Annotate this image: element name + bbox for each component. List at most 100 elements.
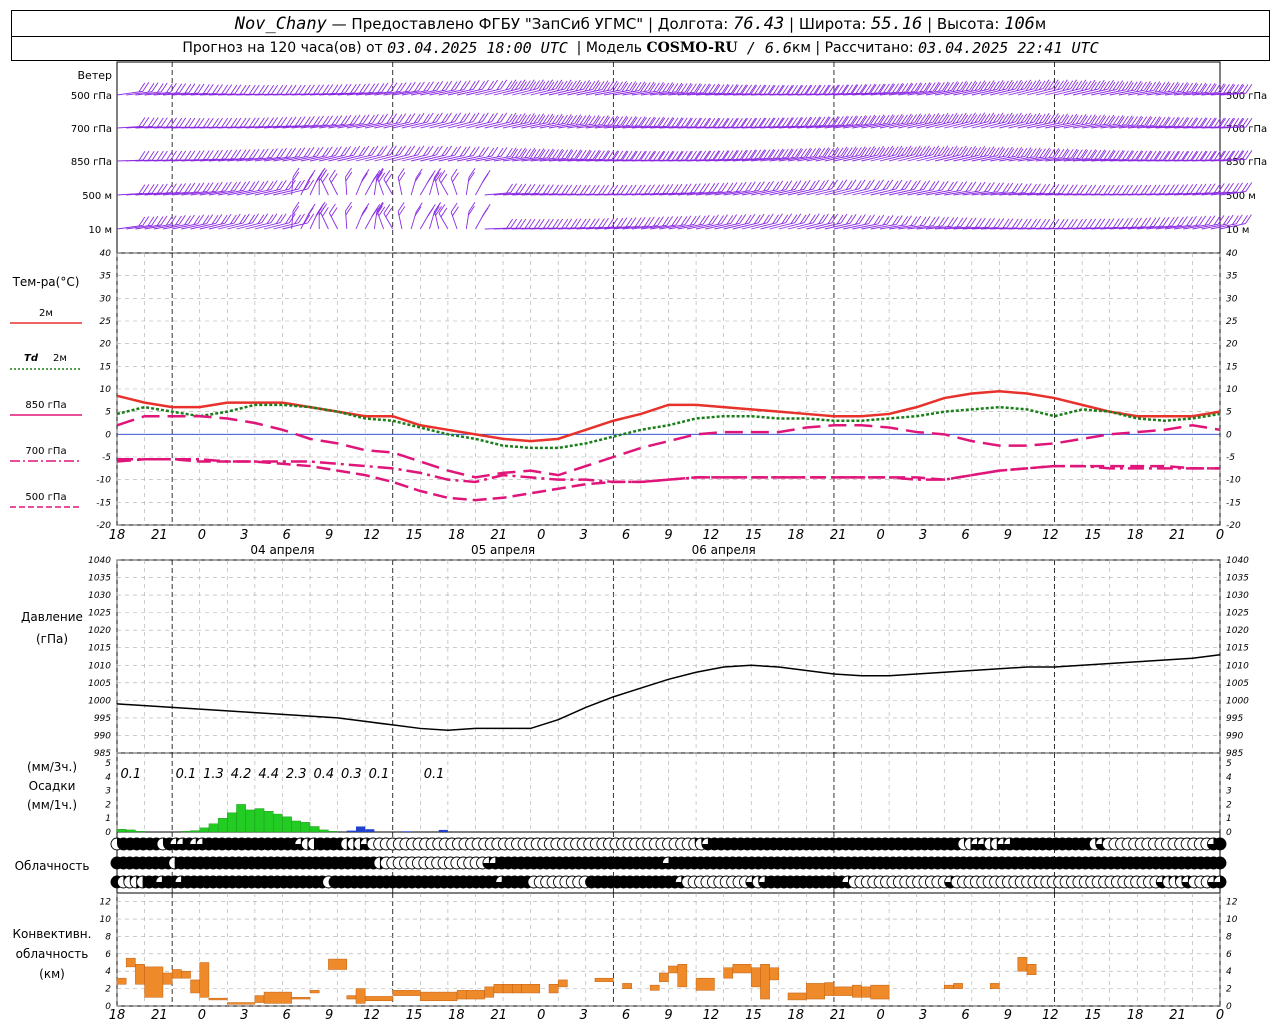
wind-barb-shaft [539, 157, 566, 162]
wind-barb-feather [732, 84, 739, 95]
wind-barb-feather [432, 146, 439, 157]
wind-barb-feather [197, 150, 205, 160]
wind-barb-feather [188, 182, 196, 193]
wind-barb-feather [814, 84, 822, 95]
wind-barb-shaft [199, 222, 226, 230]
wind-barb-feather [924, 147, 932, 157]
wind-barb-feather [987, 80, 995, 90]
wind-barb-feather [891, 180, 899, 191]
wind-barb-shaft [282, 124, 309, 129]
wind-barb-feather [543, 184, 550, 195]
wind-barb [879, 113, 912, 129]
wind-barb-feather [1167, 217, 1175, 227]
wind-barb-feather [1144, 80, 1151, 91]
wind-barb-feather [634, 82, 642, 92]
wind-barb-feather [156, 83, 164, 93]
model-resolution: / 6.6 [737, 38, 792, 57]
wind-barb-shaft [806, 155, 833, 162]
wind-barb [245, 117, 279, 129]
wind-barb [815, 213, 848, 230]
wind-barb-feather [1177, 150, 1185, 161]
x-tick-label: 12 [1042, 528, 1059, 543]
wind-barb-feather [528, 147, 536, 158]
wind-barb [980, 112, 1013, 129]
wind-barb-shaft [1072, 88, 1099, 96]
wind-barb-feather [225, 149, 233, 160]
wind-barb [668, 183, 701, 196]
wind-barb [172, 214, 204, 230]
wind-barb [934, 181, 968, 196]
x-tick-label: 21 [1169, 528, 1186, 543]
wind-barb [1082, 114, 1115, 129]
wind-barb-shaft [512, 157, 539, 162]
wind-barb-feather [188, 150, 196, 160]
wind-barb-feather [555, 113, 563, 124]
wind-barb-feather [612, 82, 620, 92]
wind-barb-feather [270, 180, 278, 190]
wind-barb-feather [1213, 215, 1221, 226]
wind-barb-feather [345, 201, 352, 212]
wind-barb-feather [943, 82, 950, 93]
wind-barb-feather [937, 113, 945, 124]
wind-barb-feather [722, 150, 730, 161]
wind-barb-shaft [650, 224, 676, 230]
wind-barb-feather [280, 147, 287, 158]
wind-barb-feather [376, 146, 384, 157]
wind-barb-feather [768, 149, 776, 160]
legend-t850-label: 850 гПа [25, 400, 66, 411]
wind-barb-feather [782, 84, 789, 95]
wind-barb-feather [607, 150, 615, 161]
wind-barb-feather [362, 203, 370, 213]
wind-barb-shaft [397, 211, 403, 230]
wind-barb-feather [1232, 183, 1240, 193]
wind-barb [1164, 82, 1198, 96]
wind-barb [355, 203, 370, 230]
precip-3h-label: 0.1 [176, 767, 197, 782]
wind-barb-feather [781, 181, 789, 191]
x-tick-label: 0 [1216, 528, 1224, 543]
wind-barb [806, 146, 839, 162]
wind-barb [934, 112, 967, 129]
wind-barb-feather [593, 184, 600, 195]
wind-barb-feather [1223, 83, 1230, 94]
wind-barb-feather [625, 217, 633, 228]
wind-barb-feather [803, 213, 811, 223]
wind-barb-feather [1228, 84, 1236, 94]
wind-barb [493, 112, 526, 129]
wind-barb-feather [138, 184, 146, 194]
wind-barb-shaft [962, 155, 989, 162]
wind-barb [1183, 183, 1216, 196]
wind-barb-feather [758, 117, 766, 128]
wind-barb-feather [625, 116, 633, 127]
wind-barb-shaft [861, 92, 888, 96]
wind-barb-feather [979, 147, 987, 158]
wind-barb [971, 182, 1004, 196]
wind-barb-feather [712, 150, 720, 160]
cloud-cover-symbol [1213, 856, 1227, 870]
wind-barb-feather [653, 150, 661, 161]
wind-barb-shaft [778, 156, 805, 162]
wind-barb-feather [928, 113, 936, 124]
wind-barb-feather [515, 218, 523, 229]
wind-barb-feather [1144, 184, 1152, 195]
wind-barb-feather [987, 146, 995, 156]
wind-barb-feather [1241, 215, 1248, 225]
wind-barb [1082, 149, 1115, 162]
wind-barb-feather [1168, 150, 1175, 161]
wind-barb-feather [785, 180, 793, 190]
wind-barb-shaft [153, 191, 180, 196]
wind-barb-feather [520, 114, 528, 125]
wind-barb-feather [188, 83, 196, 94]
temp-series-line [116, 414, 1221, 479]
wind-barb-shaft [631, 90, 658, 96]
wind-barb [1109, 150, 1143, 162]
wind-barb [659, 215, 692, 230]
conv-y-tick: 4 [105, 967, 111, 977]
wind-barb [530, 79, 563, 96]
wind-barb-shaft [1155, 192, 1182, 196]
wind-barb-shaft [889, 91, 915, 96]
wind-barb [1100, 80, 1133, 96]
wind-barb-feather [956, 81, 964, 92]
wind-barb-feather [468, 205, 475, 216]
conv-cloud-bar [833, 986, 853, 996]
